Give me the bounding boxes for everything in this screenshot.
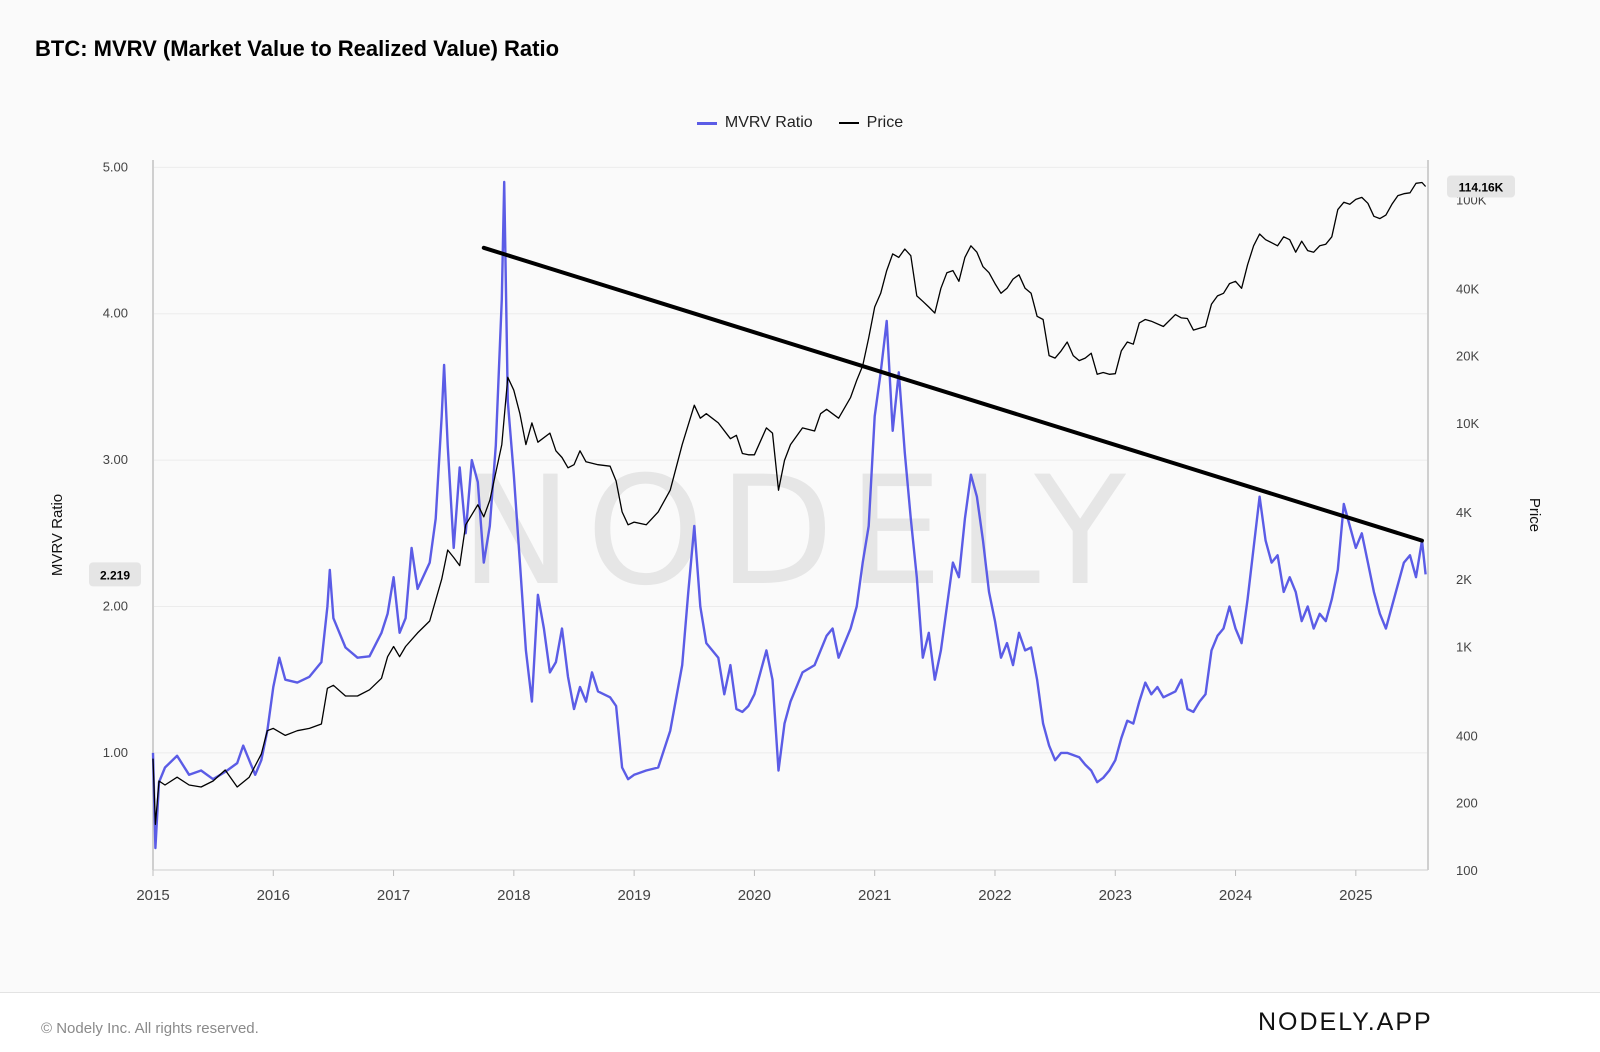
watermark: NODELY (460, 445, 1140, 619)
legend-label-price: Price (866, 114, 904, 131)
y-right-tick-1K: 1K (1456, 639, 1472, 654)
x-tick-2025: 2025 (1339, 887, 1372, 904)
y-right-tick-40K: 40K (1456, 281, 1479, 296)
current-price-badge (1447, 175, 1515, 198)
footer-divider (0, 992, 1600, 993)
x-tick-2018: 2018 (497, 887, 530, 904)
legend-swatch-price (838, 122, 859, 124)
y-left-tick-4.00: 4.00 (103, 306, 128, 321)
y-right-tick-20K: 20K (1456, 349, 1479, 364)
x-tick-2021: 2021 (858, 887, 891, 904)
x-tick-2019: 2019 (617, 887, 650, 904)
chart-card (0, 0, 1600, 992)
y-left-tick-5.00: 5.00 (103, 159, 128, 174)
y-left-tick-2.00: 2.00 (103, 598, 128, 613)
x-tick-2015: 2015 (136, 887, 169, 904)
legend-label-mvrv: MVRV Ratio (724, 114, 813, 131)
series-line-mvrv[interactable] (151, 180, 1427, 850)
y-right-tick-200: 200 (1456, 796, 1478, 811)
trendline-annotation (481, 245, 1424, 543)
y-left-tick-3.00: 3.00 (103, 452, 128, 467)
y-right-tick-4K: 4K (1456, 505, 1472, 520)
legend-item-mvrv[interactable]: MVRV Ratio (696, 114, 813, 132)
y-right-axis-title: Price (1526, 498, 1543, 532)
y-left-axis-title: MVRV Ratio (49, 494, 66, 576)
series-line-price[interactable] (152, 181, 1427, 826)
page-title: BTC: MVRV (Market Value to Realized Valu… (35, 36, 560, 61)
x-tick-2022: 2022 (978, 887, 1011, 904)
brand-logo: NODELY.APP (1258, 1008, 1433, 1036)
x-tick-2023: 2023 (1099, 887, 1132, 904)
legend-swatch-mvrv (696, 121, 717, 125)
y-right-tick-10K: 10K (1456, 416, 1479, 431)
x-tick-2017: 2017 (377, 887, 410, 904)
current-price-value: 114.16K (1459, 181, 1504, 195)
chart-svg[interactable]: 1.00 2.00 3.00 4.00 5.00 2015 2016 2017 2018 2019… (0, 0, 1600, 992)
legend-item-price[interactable]: Price (838, 114, 904, 132)
x-tick-2020: 2020 (738, 887, 771, 904)
current-mvrv-value: 2.219 (100, 568, 130, 582)
current-mvrv-badge (89, 562, 141, 587)
y-right-tick-2K: 2K (1456, 572, 1472, 587)
y-right-tick-100: 100 (1456, 863, 1478, 878)
legend: MVRV Ratio Price (0, 114, 1600, 132)
y-right-tick-400: 400 (1456, 728, 1478, 743)
copyright-text: © Nodely Inc. All rights reserved. (41, 1020, 259, 1037)
x-tick-2024: 2024 (1219, 887, 1252, 904)
x-tick-2016: 2016 (257, 887, 290, 904)
y-left-tick-1.00: 1.00 (103, 745, 128, 760)
